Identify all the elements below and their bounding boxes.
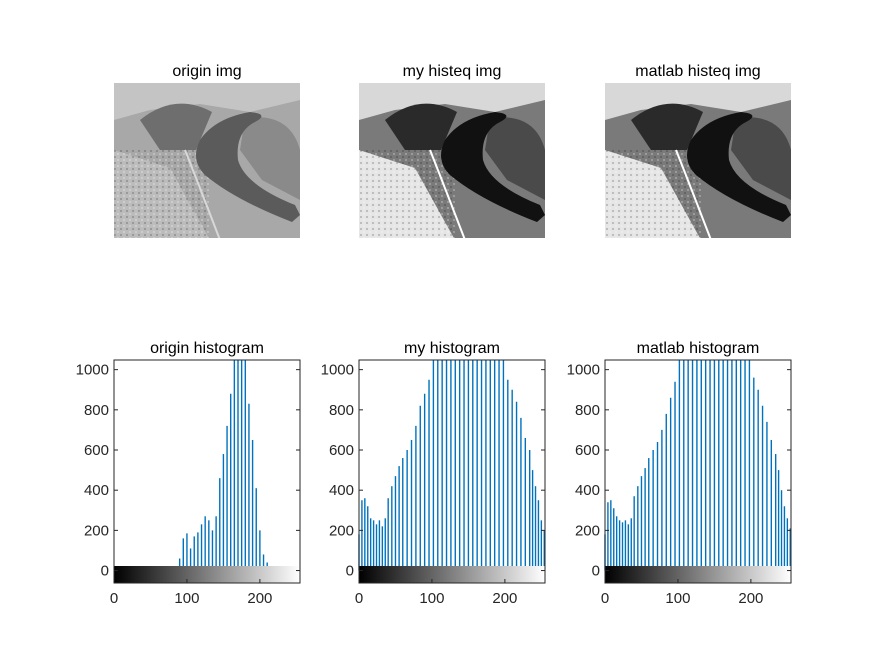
x-tick-label: 100 xyxy=(174,590,199,607)
axes-frame xyxy=(358,359,546,584)
gray-colorbar xyxy=(114,566,300,583)
y-tick-label: 400 xyxy=(575,482,600,499)
histogram-matlab: matlab histogram 0 200 400 600 800 1000 0 100 200 xyxy=(567,340,792,607)
y-tick-label: 0 xyxy=(592,563,600,580)
image-panel-matlab-histeq: matlab histeq img xyxy=(605,63,791,238)
axes-frame xyxy=(113,359,301,584)
aerial-river-image xyxy=(605,83,791,238)
y-tick-label: 800 xyxy=(575,402,600,419)
gray-colorbar xyxy=(605,566,791,583)
image-title: origin img xyxy=(172,63,241,80)
y-tick-label: 200 xyxy=(84,522,109,539)
y-tick-label: 0 xyxy=(346,563,354,580)
y-tick-label: 400 xyxy=(329,482,354,499)
plot-area xyxy=(114,360,300,583)
x-tick-label: 100 xyxy=(419,590,444,607)
image-title: matlab histeq img xyxy=(635,63,760,80)
y-tick-label: 600 xyxy=(575,442,600,459)
y-tick-label: 800 xyxy=(329,402,354,419)
y-tick-label: 600 xyxy=(84,442,109,459)
aerial-river-image xyxy=(114,83,300,238)
y-tick-label: 600 xyxy=(329,442,354,459)
x-tick-label: 200 xyxy=(738,590,763,607)
gray-colorbar xyxy=(359,566,545,583)
y-tick-label: 200 xyxy=(575,522,600,539)
chart-title: origin histogram xyxy=(150,340,264,357)
x-tick-label: 200 xyxy=(247,590,272,607)
y-tick-label: 1000 xyxy=(321,362,354,379)
y-tick-label: 200 xyxy=(329,522,354,539)
image-panel-my-histeq: my histeq img xyxy=(359,63,545,238)
plot-area xyxy=(605,360,791,583)
histogram-origin: origin histogram 0 200 400 600 800 1000 0 100 200 xyxy=(76,340,301,607)
chart-title: my histogram xyxy=(404,340,500,357)
x-tick-label: 100 xyxy=(665,590,690,607)
y-tick-label: 1000 xyxy=(76,362,109,379)
x-tick-label: 0 xyxy=(355,590,363,607)
y-tick-label: 1000 xyxy=(567,362,600,379)
image-title: my histeq img xyxy=(403,63,502,80)
y-tick-label: 400 xyxy=(84,482,109,499)
histogram-my: my histogram 0 200 400 600 800 1000 0 100 200 xyxy=(321,340,546,607)
axes-frame xyxy=(604,359,792,584)
chart-title: matlab histogram xyxy=(637,340,760,357)
plot-area xyxy=(359,360,545,583)
y-tick-label: 0 xyxy=(101,563,109,580)
y-tick-label: 800 xyxy=(84,402,109,419)
image-panel-origin: origin img xyxy=(114,63,300,238)
x-tick-label: 0 xyxy=(601,590,609,607)
x-tick-label: 0 xyxy=(110,590,118,607)
x-tick-label: 200 xyxy=(492,590,517,607)
aerial-river-image xyxy=(359,83,545,238)
